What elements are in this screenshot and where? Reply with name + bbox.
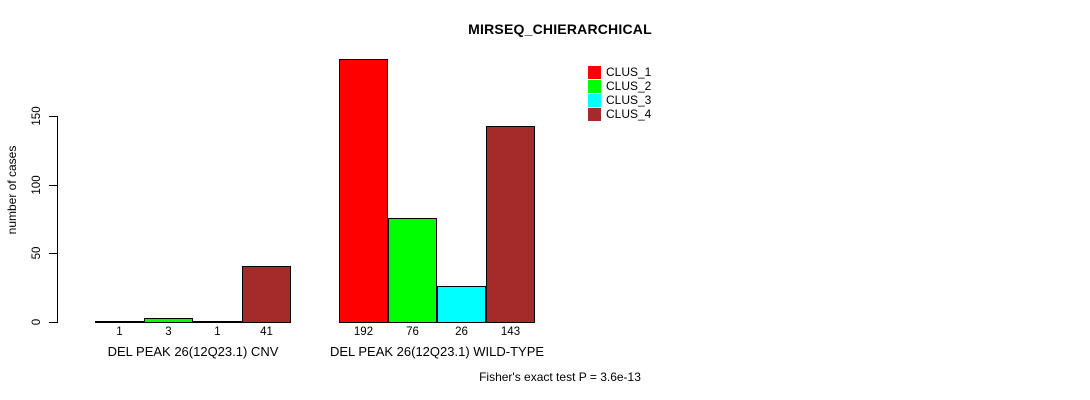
legend-swatch [588,107,601,121]
bar-clus_3 [437,286,486,323]
y-tick-label: 100 [31,175,43,195]
legend-swatch [588,93,601,107]
bar-value-label: 1 [116,326,123,338]
bar-clus_1 [339,59,388,323]
bar-clus_4 [486,126,535,323]
y-tick-label: 0 [31,318,43,326]
bar-value-label: 1 [214,326,221,338]
y-tick-label: 150 [31,106,43,126]
legend-item: CLUS_2 [588,79,651,93]
bar-value-label: 3 [165,326,172,338]
chart-title: MIRSEQ_CHIERARCHICAL [468,21,652,37]
y-tick-mark [49,116,57,117]
y-axis-line [57,116,58,323]
bar-clus_2 [144,318,193,323]
bar-value-label: 192 [353,326,374,338]
bar-value-label: 143 [500,326,521,338]
legend-label: CLUS_4 [606,107,652,121]
group-label: DEL PEAK 26(12Q23.1) WILD-TYPE [329,344,545,359]
y-tick-mark [49,322,57,323]
group-label: DEL PEAK 26(12Q23.1) CNV [107,344,279,359]
bar-clus_4 [242,266,291,323]
y-tick-label: 50 [31,246,43,260]
legend: CLUS_1 CLUS_2 CLUS_3 CLUS_4 [588,65,651,121]
y-tick-mark [49,185,57,186]
bar-clus_3 [193,321,242,323]
bar-value-label: 26 [455,326,468,338]
legend-label: CLUS_2 [606,79,652,93]
bar-value-label: 41 [260,326,273,338]
y-axis-label: number of cases [5,145,19,235]
bar-clus_1 [95,321,144,323]
footer-annotation: Fisher's exact test P = 3.6e-13 [479,370,641,384]
bar-value-label: 76 [406,326,419,338]
legend-item: CLUS_1 [588,65,651,79]
legend-swatch [588,65,601,79]
legend-swatch [588,79,601,93]
y-tick-mark [49,253,57,254]
legend-label: CLUS_3 [606,93,652,107]
legend-item: CLUS_3 [588,93,651,107]
legend-label: CLUS_1 [606,65,652,79]
legend-item: CLUS_4 [588,107,651,121]
bar-clus_2 [388,218,437,323]
